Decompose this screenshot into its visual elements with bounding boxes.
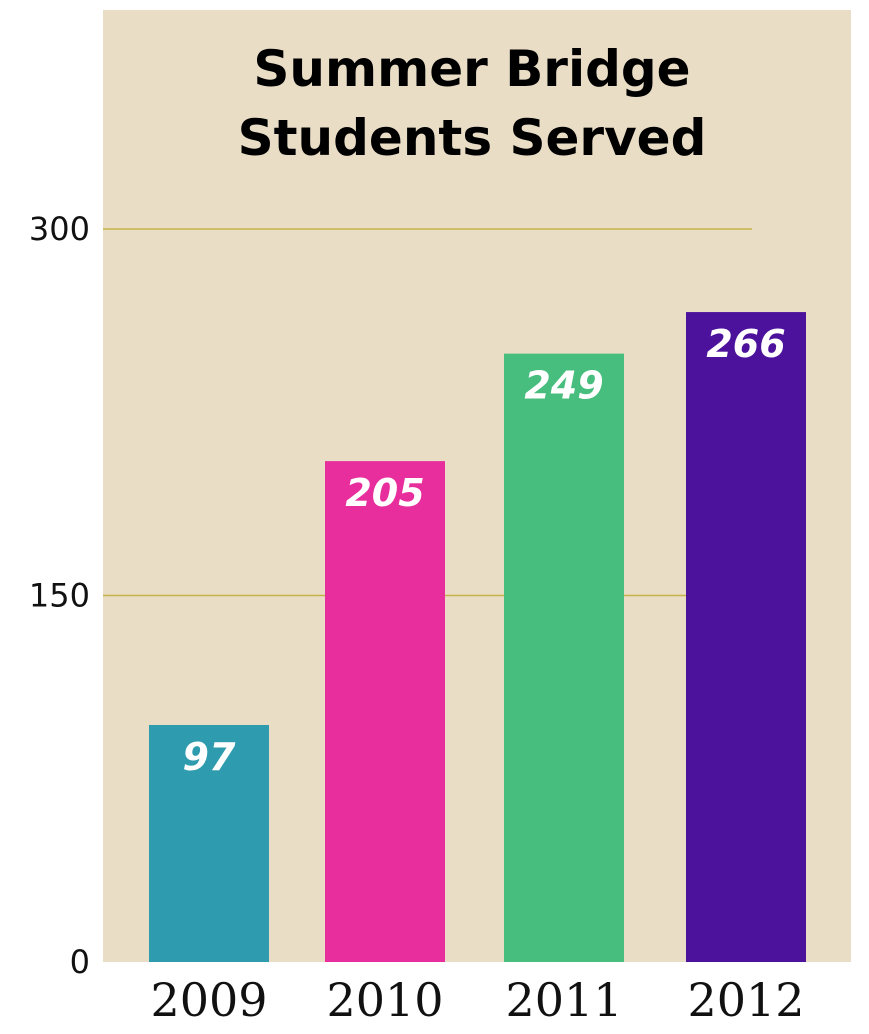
x-category-label-2011: 2011 — [505, 973, 622, 1027]
y-axis-tick-labels: 0 150 300 — [29, 210, 90, 981]
x-category-label-2012: 2012 — [687, 973, 804, 1027]
bar-value-label-2012: 266 — [706, 322, 785, 366]
y-tick-label-150: 150 — [29, 577, 90, 615]
y-tick-label-300: 300 — [29, 210, 90, 248]
x-category-label-2010: 2010 — [326, 973, 443, 1027]
bar-value-label-2011: 249 — [524, 364, 603, 408]
bar-value-label-2009: 97 — [183, 735, 236, 779]
y-tick-label-0: 0 — [70, 943, 90, 981]
bar-value-labels: 97 205 249 266 — [183, 322, 786, 779]
bar-value-label-2010: 205 — [345, 471, 424, 515]
x-category-label-2009: 2009 — [150, 973, 267, 1027]
x-axis-category-labels: 2009 2010 2011 2012 — [150, 973, 804, 1027]
chart-title-line-1: Summer Bridge — [253, 40, 690, 98]
chart-title-line-2: Students Served — [238, 109, 707, 167]
bar-2011 — [504, 353, 624, 962]
bars — [149, 312, 806, 962]
bar-2012 — [686, 312, 806, 962]
bar-2009 — [149, 724, 269, 962]
bar-2010 — [325, 461, 445, 962]
